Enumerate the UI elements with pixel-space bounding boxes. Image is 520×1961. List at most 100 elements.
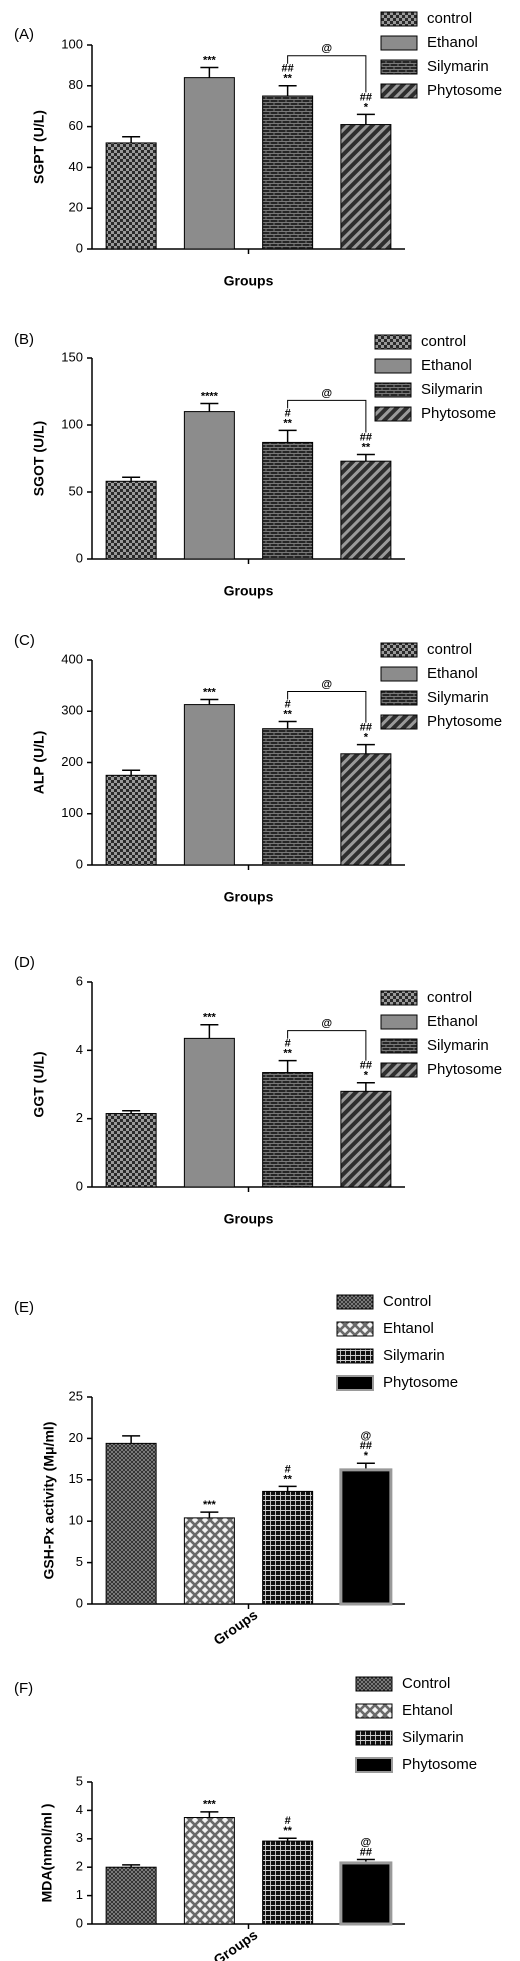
y-axis-label: GGT (U/L): [31, 1051, 47, 1117]
legend-swatch: [380, 35, 418, 51]
legend-swatch: [336, 1375, 374, 1391]
legend-label: Phytosome: [383, 1374, 458, 1391]
legend-swatch: [380, 1038, 418, 1054]
y-tick-label: 400: [61, 651, 83, 666]
significance-label: **: [283, 1473, 292, 1485]
legend-swatch: [380, 1062, 418, 1078]
panel-label: (C): [14, 632, 35, 649]
y-tick-label: 20: [69, 200, 83, 215]
legend-swatch: [380, 990, 418, 1006]
significance-label: ##: [360, 1846, 372, 1858]
y-tick-label: 0: [76, 1595, 83, 1610]
legend-swatch: [336, 1321, 374, 1337]
y-tick-label: 0: [76, 550, 83, 565]
legend-label: Ethanol: [427, 34, 478, 51]
y-tick-label: 80: [69, 77, 83, 92]
significance-bracket: [287, 691, 367, 723]
y-tick-label: 15: [69, 1471, 83, 1486]
x-axis-label: Groups: [224, 1211, 274, 1227]
significance-label: **: [283, 73, 292, 85]
legend-label: Ehtanol: [383, 1320, 434, 1337]
legend-label: Silymarin: [427, 58, 489, 75]
bar: [262, 1840, 314, 1925]
legend-label: Silymarin: [421, 381, 483, 398]
bar: [262, 1072, 314, 1188]
y-axis-label: SGPT (U/L): [31, 110, 47, 184]
significance-label: **: [283, 1047, 292, 1059]
significance-label: ***: [203, 686, 217, 698]
significance-label: #: [285, 1037, 291, 1049]
y-axis-label: MDA(nmol/ml ): [39, 1804, 55, 1903]
legend-swatch: [380, 59, 418, 75]
significance-label: ##: [360, 1060, 372, 1072]
significance-label: #: [285, 1815, 291, 1827]
y-tick-label: 3: [76, 1830, 83, 1845]
y-tick-label: 6: [76, 973, 83, 988]
bar: [340, 753, 392, 866]
legend-swatch: [374, 406, 412, 422]
significance-label: *: [364, 101, 369, 113]
legend-swatch: [355, 1676, 393, 1692]
bar: [183, 704, 235, 866]
x-axis-label: Groups: [210, 1606, 260, 1648]
legend-swatch: [355, 1730, 393, 1746]
y-tick-label: 0: [76, 856, 83, 871]
panel-label: (E): [14, 1299, 34, 1316]
panel-label: (B): [14, 331, 34, 348]
y-tick-label: 100: [61, 805, 83, 820]
y-tick-label: 25: [69, 1388, 83, 1403]
legend-swatch: [380, 11, 418, 27]
y-axis-label: ALP (U/L): [31, 731, 47, 795]
significance-label: *: [364, 731, 369, 743]
bracket-label: @: [321, 387, 332, 399]
bar: [105, 774, 157, 866]
significance-label: **: [283, 1825, 292, 1837]
legend-label: Phytosome: [427, 1061, 502, 1078]
legend-label: control: [427, 10, 472, 27]
significance-label: *: [364, 1450, 369, 1462]
significance-label: ***: [203, 54, 217, 66]
bar: [340, 124, 392, 250]
significance-label: ***: [203, 1012, 217, 1024]
legend-swatch: [380, 714, 418, 730]
x-axis-label: Groups: [224, 273, 274, 289]
bar: [183, 1517, 235, 1605]
legend-label: Phytosome: [427, 82, 502, 99]
bar: [262, 95, 314, 250]
legend-swatch: [380, 666, 418, 682]
significance-label: @: [361, 1836, 372, 1848]
panel-label: (A): [14, 26, 34, 43]
y-tick-label: 5: [76, 1773, 83, 1788]
bar: [262, 441, 314, 560]
y-tick-label: 4: [76, 1042, 83, 1057]
significance-label: ##: [360, 91, 372, 103]
legend-swatch: [374, 358, 412, 374]
legend-swatch: [355, 1703, 393, 1719]
bracket-label: @: [321, 1017, 332, 1029]
legend-label: Phytosome: [402, 1756, 477, 1773]
y-axis-label: SGOT (U/L): [31, 421, 47, 496]
panel-label: (F): [14, 1680, 33, 1697]
legend-label: control: [427, 989, 472, 1006]
bar: [183, 1037, 235, 1188]
bar: [340, 1090, 392, 1188]
y-tick-label: 2: [76, 1110, 83, 1125]
significance-label: #: [285, 698, 291, 710]
x-axis-label: Groups: [210, 1926, 260, 1961]
y-tick-label: 5: [76, 1554, 83, 1569]
legend-swatch: [380, 690, 418, 706]
significance-label: **: [283, 417, 292, 429]
bar: [105, 480, 157, 560]
bar: [340, 460, 392, 560]
significance-label: ##: [360, 721, 372, 733]
legend-label: Ethanol: [427, 665, 478, 682]
legend-swatch: [380, 642, 418, 658]
y-tick-label: 0: [76, 240, 83, 255]
bar: [105, 1866, 157, 1925]
y-axis-label: GSH-Px activity (Mμ/ml): [41, 1422, 57, 1580]
legend-swatch: [380, 83, 418, 99]
legend-label: control: [421, 333, 466, 350]
legend-label: Silymarin: [427, 689, 489, 706]
legend-label: Silymarin: [402, 1729, 464, 1746]
legend-label: Silymarin: [383, 1347, 445, 1364]
